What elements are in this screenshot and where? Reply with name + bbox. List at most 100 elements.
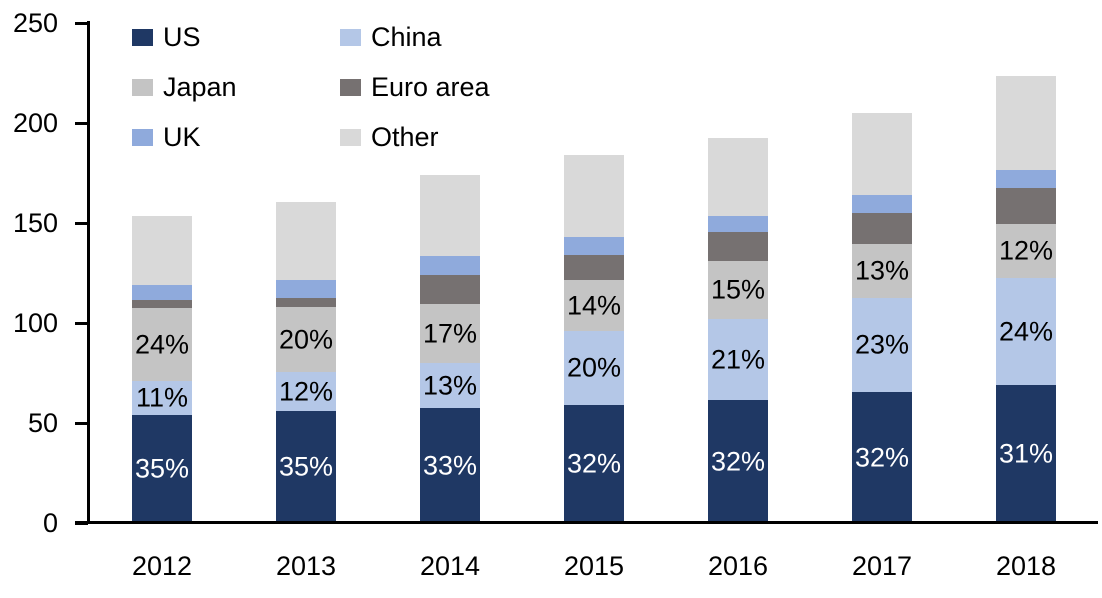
legend-item-china: China: [340, 23, 490, 52]
y-axis-tick: [75, 322, 88, 325]
bar-2018: 31% 24% 12%: [996, 76, 1056, 523]
bar-2015: 32% 20% 14%: [564, 155, 624, 523]
bar-2016: 32% 21% 15%: [708, 138, 768, 523]
bar-segment-china: 12%: [276, 372, 336, 411]
bar-segment-euro-area: [852, 213, 912, 244]
bar-segment-us: 35%: [132, 415, 192, 523]
bar-segment-other: [852, 113, 912, 195]
x-axis-label-2018: 2018: [995, 551, 1057, 581]
bar-segment-euro-area: [564, 255, 624, 280]
x-axis-label-2015: 2015: [563, 551, 625, 581]
bar-segment-japan: 24%: [132, 308, 192, 381]
legend-label-us: US: [163, 22, 201, 52]
bar-segment-other: [420, 175, 480, 256]
bar-segment-us: 31%: [996, 385, 1056, 523]
y-axis-tick: [75, 22, 88, 25]
segment-label-japan: 17%: [422, 318, 478, 348]
bar-segment-uk: [852, 195, 912, 213]
segment-label-china: 11%: [135, 382, 189, 413]
y-axis-tick-label: 0: [42, 508, 58, 538]
segment-label-japan: 13%: [854, 255, 910, 286]
y-axis-tick-label: 250: [12, 8, 58, 38]
bar-segment-euro-area: [420, 275, 480, 304]
legend-item-other: Other: [340, 123, 490, 152]
bar-segment-japan: 13%: [852, 244, 912, 298]
legend-swatch-china: [340, 29, 361, 46]
legend-label-other: Other: [371, 122, 439, 152]
bar-segment-other: [276, 202, 336, 280]
legend-swatch-uk: [132, 129, 153, 146]
segment-label-us: 31%: [998, 438, 1054, 469]
bar-segment-china: 11%: [132, 381, 192, 415]
x-axis-label-2017: 2017: [851, 551, 913, 581]
bar-segment-euro-area: [132, 300, 192, 308]
segment-label-japan: 14%: [566, 290, 622, 320]
bar-segment-us: 32%: [564, 405, 624, 523]
segment-label-us: 35%: [134, 453, 190, 484]
bar-2017: 32% 23% 13%: [852, 113, 912, 523]
bar-2013: 35% 12% 20%: [276, 202, 336, 523]
bar-segment-japan: 14%: [564, 280, 624, 331]
bar-segment-japan: 15%: [708, 261, 768, 319]
legend-item-japan: Japan: [132, 73, 340, 102]
bar-segment-us: 32%: [852, 392, 912, 523]
legend-item-us: US: [132, 23, 340, 52]
bar-segment-other: [132, 216, 192, 285]
y-axis-tick-label: 200: [12, 108, 58, 138]
segment-label-us: 32%: [710, 446, 766, 476]
bar-segment-euro-area: [996, 188, 1056, 224]
y-axis-tick: [75, 522, 88, 525]
bar-segment-us: 32%: [708, 400, 768, 523]
bar-segment-japan: 20%: [276, 307, 336, 372]
segment-label-japan: 24%: [134, 329, 190, 359]
legend-label-euro-area: Euro area: [371, 72, 490, 102]
bar-segment-other: [708, 138, 768, 216]
bar-segment-uk: [996, 170, 1056, 188]
bar-segment-euro-area: [708, 232, 768, 261]
bar-segment-china: 23%: [852, 298, 912, 392]
bar-segment-uk: [708, 216, 768, 232]
bar-2012: 35% 11% 24%: [132, 216, 192, 523]
segment-label-china: 24%: [998, 316, 1054, 346]
bar-segment-china: 20%: [564, 331, 624, 405]
bar-segment-other: [996, 76, 1056, 170]
y-axis-tick-label: 100: [12, 308, 58, 338]
y-axis-tick: [75, 422, 88, 425]
bar-segment-us: 35%: [276, 411, 336, 523]
segment-label-us: 33%: [422, 450, 478, 480]
bar-2014: 33% 13% 17%: [420, 175, 480, 523]
x-axis-label-2016: 2016: [707, 551, 769, 581]
x-axis-line: [75, 521, 1098, 524]
y-axis-tick: [75, 122, 88, 125]
y-axis-tick-label: 150: [12, 208, 58, 238]
bar-segment-uk: [276, 280, 336, 298]
legend: US China Japan Euro area UK Other: [132, 23, 490, 152]
legend-label-uk: UK: [163, 122, 201, 152]
segment-label-us: 32%: [854, 442, 910, 472]
legend-label-japan: Japan: [163, 72, 237, 102]
legend-swatch-euro-area: [340, 79, 361, 96]
segment-label-china: 20%: [566, 352, 622, 383]
segment-label-japan: 20%: [278, 324, 334, 354]
segment-label-china: 21%: [710, 344, 766, 374]
segment-label-china: 13%: [422, 370, 478, 400]
bar-segment-japan: 17%: [420, 304, 480, 363]
bar-segment-china: 24%: [996, 278, 1056, 385]
bar-segment-uk: [420, 256, 480, 275]
segment-label-us: 35%: [278, 451, 334, 482]
bar-segment-us: 33%: [420, 408, 480, 523]
segment-label-japan: 12%: [998, 235, 1054, 266]
bar-segment-other: [564, 155, 624, 237]
bar-segment-china: 21%: [708, 319, 768, 400]
y-axis-line: [87, 21, 90, 524]
x-axis-label-2013: 2013: [275, 551, 337, 581]
legend-swatch-japan: [132, 79, 153, 96]
segment-label-us: 32%: [566, 448, 622, 479]
legend-label-china: China: [371, 22, 442, 52]
bar-segment-japan: 12%: [996, 224, 1056, 278]
bar-segment-euro-area: [276, 298, 336, 307]
legend-item-uk: UK: [132, 123, 340, 152]
bar-segment-uk: [564, 237, 624, 255]
segment-label-japan: 15%: [710, 274, 766, 305]
